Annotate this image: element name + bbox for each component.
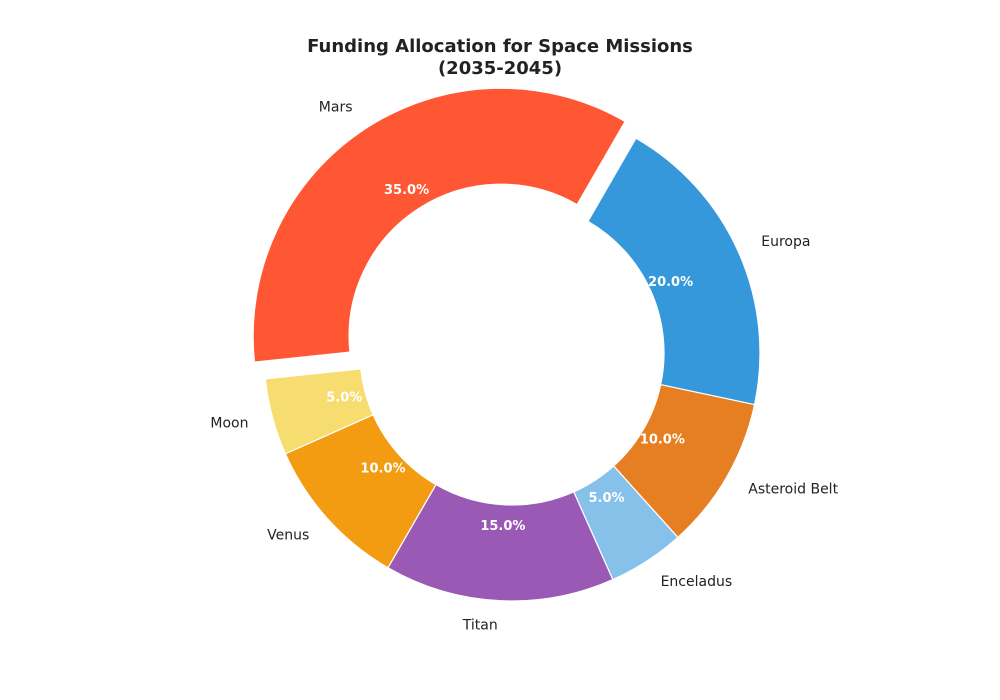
slices-layer <box>252 87 761 602</box>
chart-title-line1: Funding Allocation for Space Missions <box>307 36 693 57</box>
slice-label-mars: Mars <box>319 99 353 115</box>
percent-label-europa: 20.0% <box>648 275 693 290</box>
percent-label-titan: 15.0% <box>480 519 525 534</box>
donut-center-hole <box>360 201 664 505</box>
percent-label-venus: 10.0% <box>360 462 405 477</box>
slice-label-moon: Moon <box>210 416 248 432</box>
percent-label-mars: 35.0% <box>384 183 429 198</box>
percent-label-enceladus: 5.0% <box>589 491 625 506</box>
slice-label-titan: Titan <box>462 617 498 633</box>
slice-label-europa: Europa <box>761 234 810 250</box>
slice-label-venus: Venus <box>267 528 309 544</box>
slice-label-asteroid-belt: Asteroid Belt <box>748 481 838 497</box>
percent-label-moon: 5.0% <box>326 390 362 405</box>
slice-label-enceladus: Enceladus <box>661 574 733 590</box>
slice-labels-layer: Mars Moon Venus Titan Enceladus Asteroid Belt… <box>210 99 838 633</box>
percent-labels-layer: 35.0% 5.0% 10.0% 15.0% 5.0% 10.0% 20.0% <box>326 183 693 534</box>
chart-title-line2: (2035-2045) <box>437 58 563 79</box>
slice-mars <box>252 87 626 363</box>
chart-title: Funding Allocation for Space Missions (2… <box>0 36 1000 80</box>
percent-label-asteroid-belt: 10.0% <box>640 432 685 447</box>
